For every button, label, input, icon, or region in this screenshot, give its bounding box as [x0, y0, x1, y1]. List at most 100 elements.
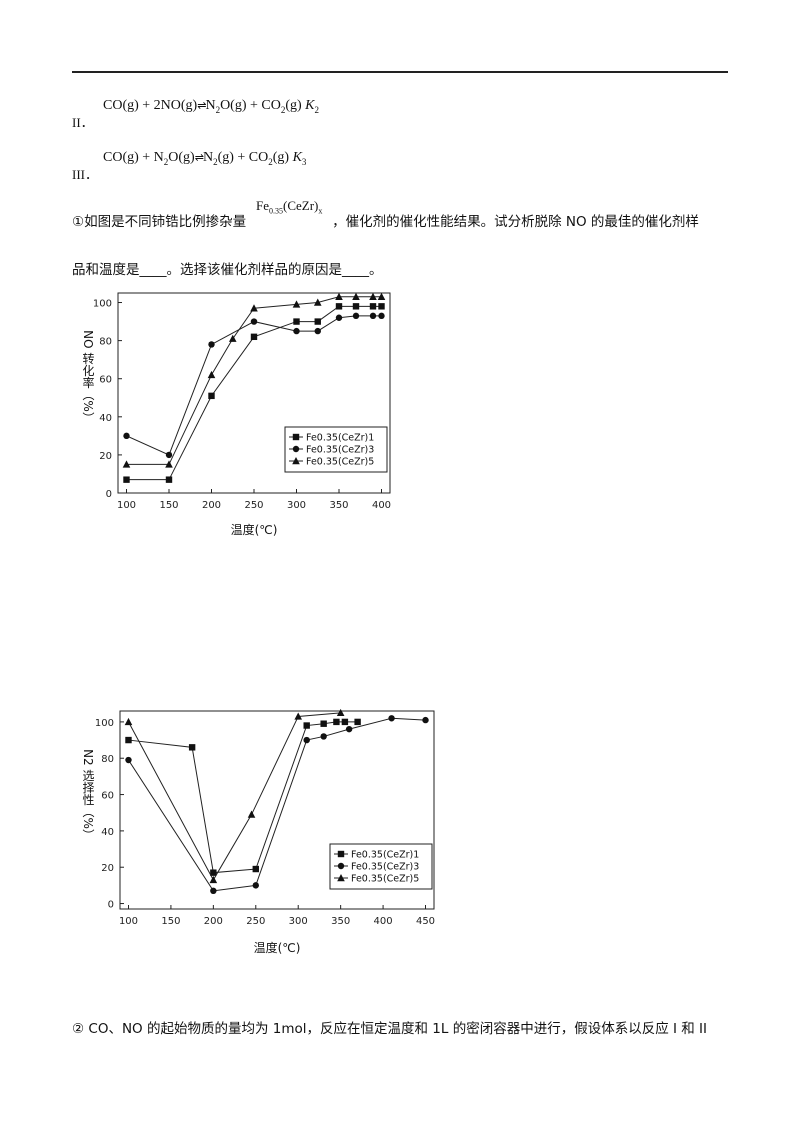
- series-line: [126, 305, 382, 481]
- x-tick-label: 350: [331, 916, 350, 927]
- x-tick-label: 150: [161, 916, 180, 927]
- data-point: [250, 318, 258, 325]
- legend-label: Fe0.35(CeZr)3: [306, 445, 374, 456]
- x-tick-label: 300: [289, 916, 308, 927]
- y-tick-label: 60: [99, 375, 112, 386]
- n2-selectivity-chart: 0 20 40 60 80 100 100 150 200 250 300 350 400 450 温度(℃…: [81, 708, 435, 955]
- x-tick-label: 200: [204, 916, 223, 927]
- question-paragraph-1: ①如图是不同铈锆比例掺杂量 ，催化剂的催化性能结果。试分析脱除 NO 的最佳的催化…: [72, 214, 699, 230]
- y-axis-label: N2 选择性（%）: [81, 749, 95, 841]
- data-point: [228, 334, 237, 342]
- data-point: [369, 312, 377, 320]
- plot-frame: [119, 710, 435, 910]
- data-point: [352, 303, 360, 310]
- y-tick-label: 40: [101, 827, 114, 838]
- question-paragraph-2: ② CO、NO 的起始物质的量均为 1mol，反应在恒定温度和 1L 的密闭容器…: [72, 1021, 708, 1037]
- x-tick-label: 350: [329, 500, 348, 511]
- x-axis-label: 温度(℃): [254, 940, 301, 955]
- data-point: [188, 744, 196, 751]
- y-axis-label: NO 转化率（%）: [81, 330, 95, 424]
- data-point: [320, 733, 327, 740]
- x-tick-label: 100: [117, 500, 136, 511]
- legend-marker: [292, 457, 300, 465]
- data-point: [335, 292, 343, 301]
- data-point: [369, 292, 377, 301]
- data-point: [314, 318, 321, 325]
- data-point: [122, 460, 131, 468]
- equation-number: II．: [72, 115, 94, 130]
- data-point: [369, 303, 377, 310]
- data-point: [207, 370, 216, 379]
- series-line: [128, 717, 426, 892]
- x-tick-label: 200: [202, 500, 221, 511]
- data-point: [125, 736, 132, 744]
- data-point: [313, 298, 322, 306]
- data-point: [388, 715, 395, 722]
- legend-label: Fe0.35(CeZr)1: [306, 433, 374, 444]
- data-point: [247, 810, 256, 818]
- data-point: [165, 451, 173, 459]
- data-point: [303, 722, 310, 729]
- data-point: [293, 327, 300, 335]
- data-point: [303, 736, 310, 744]
- legend-marker: [337, 862, 345, 870]
- data-point: [208, 392, 215, 400]
- data-point: [165, 476, 173, 483]
- data-point: [210, 887, 217, 895]
- y-tick-label: 60: [101, 791, 114, 802]
- data-point: [208, 341, 215, 348]
- data-point: [352, 312, 360, 320]
- y-tick-label: 80: [101, 754, 114, 765]
- y-tick-label: 0: [108, 900, 114, 911]
- y-tick-label: 100: [93, 299, 112, 310]
- data-point: [292, 300, 301, 308]
- data-point: [422, 716, 429, 724]
- y-tick-label: 20: [99, 451, 112, 462]
- x-tick-label: 150: [159, 500, 178, 511]
- data-point: [250, 333, 258, 341]
- data-point: [124, 717, 133, 726]
- x-tick-label: 400: [374, 916, 393, 927]
- data-point: [209, 875, 218, 884]
- data-point: [250, 304, 258, 312]
- data-point: [210, 869, 217, 876]
- equation-ii: II． CO(g) + 2NO(g)⇌N2O(g) + CO2(g) K2: [72, 98, 472, 130]
- data-point: [252, 865, 259, 873]
- data-point: [352, 292, 360, 301]
- data-point: [293, 318, 300, 325]
- data-point: [378, 303, 385, 310]
- data-point: [354, 718, 361, 726]
- data-point: [377, 292, 386, 301]
- data-point: [333, 718, 340, 726]
- legend-marker: [292, 445, 300, 453]
- y-tick-label: 0: [106, 489, 112, 500]
- data-point: [336, 708, 345, 717]
- data-point: [378, 312, 385, 320]
- data-point: [314, 327, 321, 335]
- legend-label: Fe0.35(CeZr)5: [351, 874, 419, 885]
- y-tick-label: 100: [95, 718, 114, 729]
- data-point: [125, 756, 132, 764]
- series-line: [128, 721, 358, 874]
- data-point: [294, 712, 303, 720]
- series-line: [126, 315, 382, 456]
- data-point: [123, 432, 130, 440]
- legend-marker: [337, 850, 345, 858]
- data-point: [165, 460, 173, 468]
- y-tick-label: 40: [99, 413, 112, 424]
- data-point: [341, 718, 349, 726]
- data-point: [345, 725, 353, 733]
- data-point: [252, 882, 259, 889]
- legend-label: Fe0.35(CeZr)1: [351, 850, 419, 861]
- legend-label: Fe0.35(CeZr)3: [351, 862, 419, 873]
- equation-number: III．: [72, 167, 98, 182]
- equation-body: CO(g) + 2NO(g)⇌N2O(g) + CO2(g) K2: [103, 98, 320, 115]
- catalyst-formula: Fe0.35(CeZr)x: [256, 198, 323, 216]
- data-point: [320, 720, 327, 727]
- x-axis-label: 温度(℃): [231, 522, 278, 537]
- legend-marker: [292, 433, 300, 441]
- legend-label: Fe0.35(CeZr)5: [306, 457, 374, 468]
- question-paragraph-1-line-2: 品和温度是____。选择该催化剂样品的原因是____。: [72, 262, 383, 278]
- x-tick-label: 300: [287, 500, 306, 511]
- no-conversion-chart: 0 20 40 60 80 100 100 150 200 250 300 350 400 温度(℃) NO…: [81, 292, 391, 537]
